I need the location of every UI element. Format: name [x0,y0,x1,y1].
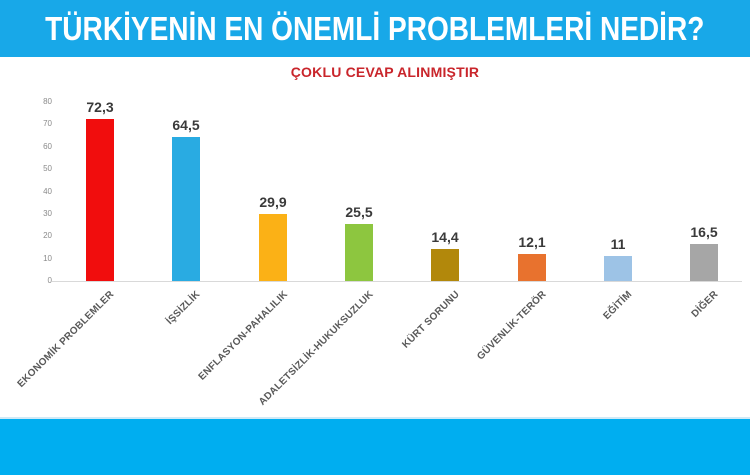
y-axis-tick-label: 0 [47,276,52,285]
y-axis-tick-label: 40 [43,186,52,196]
header-band: TÜRKİYENİN EN ÖNEMLİ PROBLEMLERİ NEDİR? [0,0,750,57]
y-axis-tick-label: 50 [43,164,52,174]
y-axis-tick-label: 30 [43,208,52,218]
bar [259,214,287,281]
bar [518,254,546,281]
y-axis-tick-label: 80 [43,97,52,106]
bar-value-label: 64,5 [172,117,200,133]
category-label: EKONOMİK PROBLEMLER [15,289,117,390]
category-label: İŞSİZLİK [164,289,203,327]
bar-value-label: 25,5 [345,204,373,220]
y-axis-tick-label: 60 [43,141,52,151]
page-title: TÜRKİYENİN EN ÖNEMLİ PROBLEMLERİ NEDİR? [45,9,705,47]
bar [431,249,459,281]
bar-value-label: 12,1 [518,234,546,250]
bar [86,119,114,281]
bar-value-label: 11 [610,236,626,252]
bar-chart: 0 10 20 30 40 50 60 70 80 72,3 64,5 29,9 25,5 14,4 12… [15,97,742,408]
y-axis-tick-label: 10 [43,253,52,263]
bar [690,244,718,281]
bar [172,137,200,281]
y-axis-tick-label: 70 [43,119,52,129]
category-label: ENFLASYON-PAHALILIK [196,289,290,383]
bar-value-label: 16,5 [690,224,718,240]
x-axis-line [52,281,742,282]
category-label: GÜVENLİK-TERÖR [475,289,549,363]
y-axis-tick-label: 20 [43,231,52,241]
category-label: DİĞER [689,289,721,320]
bar [345,224,373,281]
bar-value-label: 14,4 [431,229,459,245]
footer-band [0,417,750,475]
category-label: KÜRT SORUNU [400,289,462,351]
bar-value-label: 72,3 [86,99,114,115]
bar-value-label: 29,9 [259,194,287,210]
chart-subtitle: ÇOKLU CEVAP ALINMIŞTIR [290,64,480,80]
bar [604,256,632,281]
category-label: EĞİTİM [601,289,635,322]
